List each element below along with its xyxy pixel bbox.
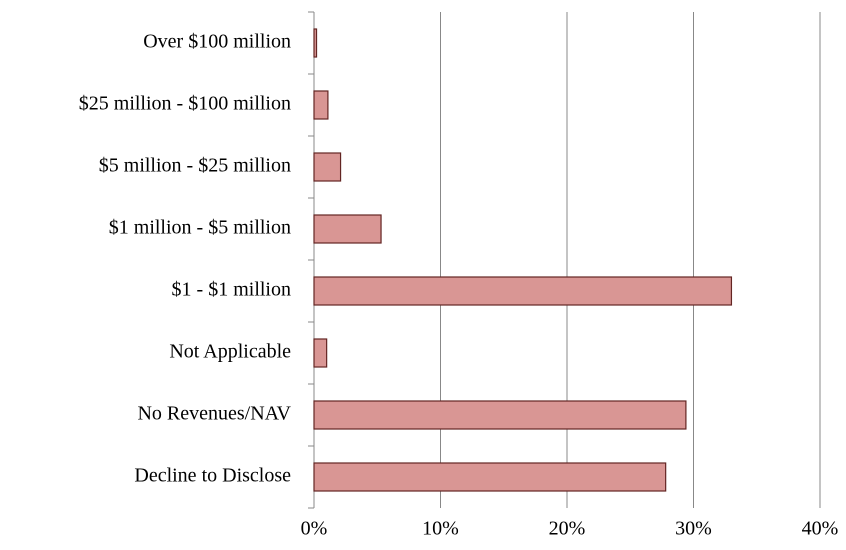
x-tick-label: 10% xyxy=(422,518,459,540)
bar xyxy=(313,90,329,120)
y-tick-label: $25 million - $100 million xyxy=(79,93,291,115)
y-tick-label: $1 million - $5 million xyxy=(109,217,291,239)
y-tick-label: Over $100 million xyxy=(143,31,291,53)
x-tick-label: 0% xyxy=(301,518,328,540)
x-tick-label: 20% xyxy=(549,518,586,540)
y-tick-label: $5 million - $25 million xyxy=(99,155,291,177)
bar xyxy=(313,400,687,430)
y-tick-label: Not Applicable xyxy=(169,341,291,363)
bar xyxy=(313,28,318,58)
bar xyxy=(313,152,342,182)
bar xyxy=(313,462,667,492)
x-tick-label: 30% xyxy=(675,518,712,540)
y-tick-label: No Revenues/NAV xyxy=(137,403,291,425)
y-tick-label: Decline to Disclose xyxy=(134,465,291,487)
bar xyxy=(313,338,328,368)
y-tick-label: $1 - $1 million xyxy=(172,279,291,301)
bar xyxy=(313,214,382,244)
x-tick-label: 40% xyxy=(802,518,839,540)
bar xyxy=(313,276,733,306)
